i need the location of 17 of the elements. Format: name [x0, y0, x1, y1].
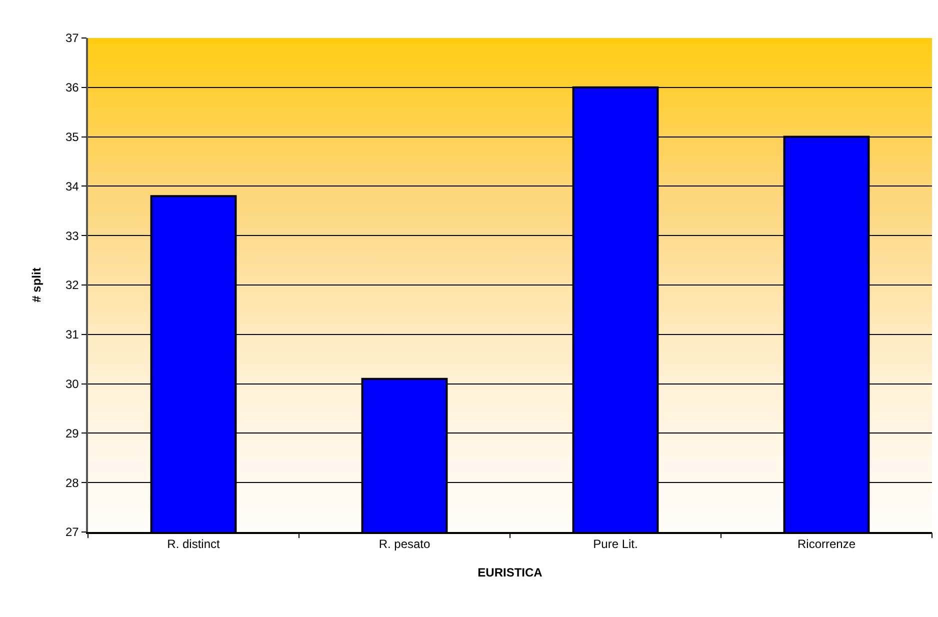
y-tick-label: 32 [65, 278, 80, 292]
y-tick-label: 27 [65, 525, 80, 540]
y-tick-label: 31 [65, 328, 80, 342]
y-axis-title: # split [29, 268, 44, 302]
y-tick-label: 30 [65, 377, 80, 391]
y-tick-label: 34 [65, 179, 80, 194]
x-tick-label: R. distinct [167, 537, 221, 552]
y-tick-label: 36 [65, 80, 80, 95]
x-tick-label: Ricorrenze [797, 537, 856, 552]
y-tick-label: 37 [65, 31, 80, 46]
y-tick-label: 35 [65, 130, 80, 144]
x-tick-label: Pure Lit. [593, 537, 638, 552]
y-tick-label: 33 [65, 228, 80, 243]
y-tick-label: 29 [65, 426, 80, 440]
x-tick-label: R. pesato [378, 537, 430, 552]
x-axis-title: EURISTICA [478, 566, 543, 580]
y-tick-label: 28 [65, 476, 80, 490]
